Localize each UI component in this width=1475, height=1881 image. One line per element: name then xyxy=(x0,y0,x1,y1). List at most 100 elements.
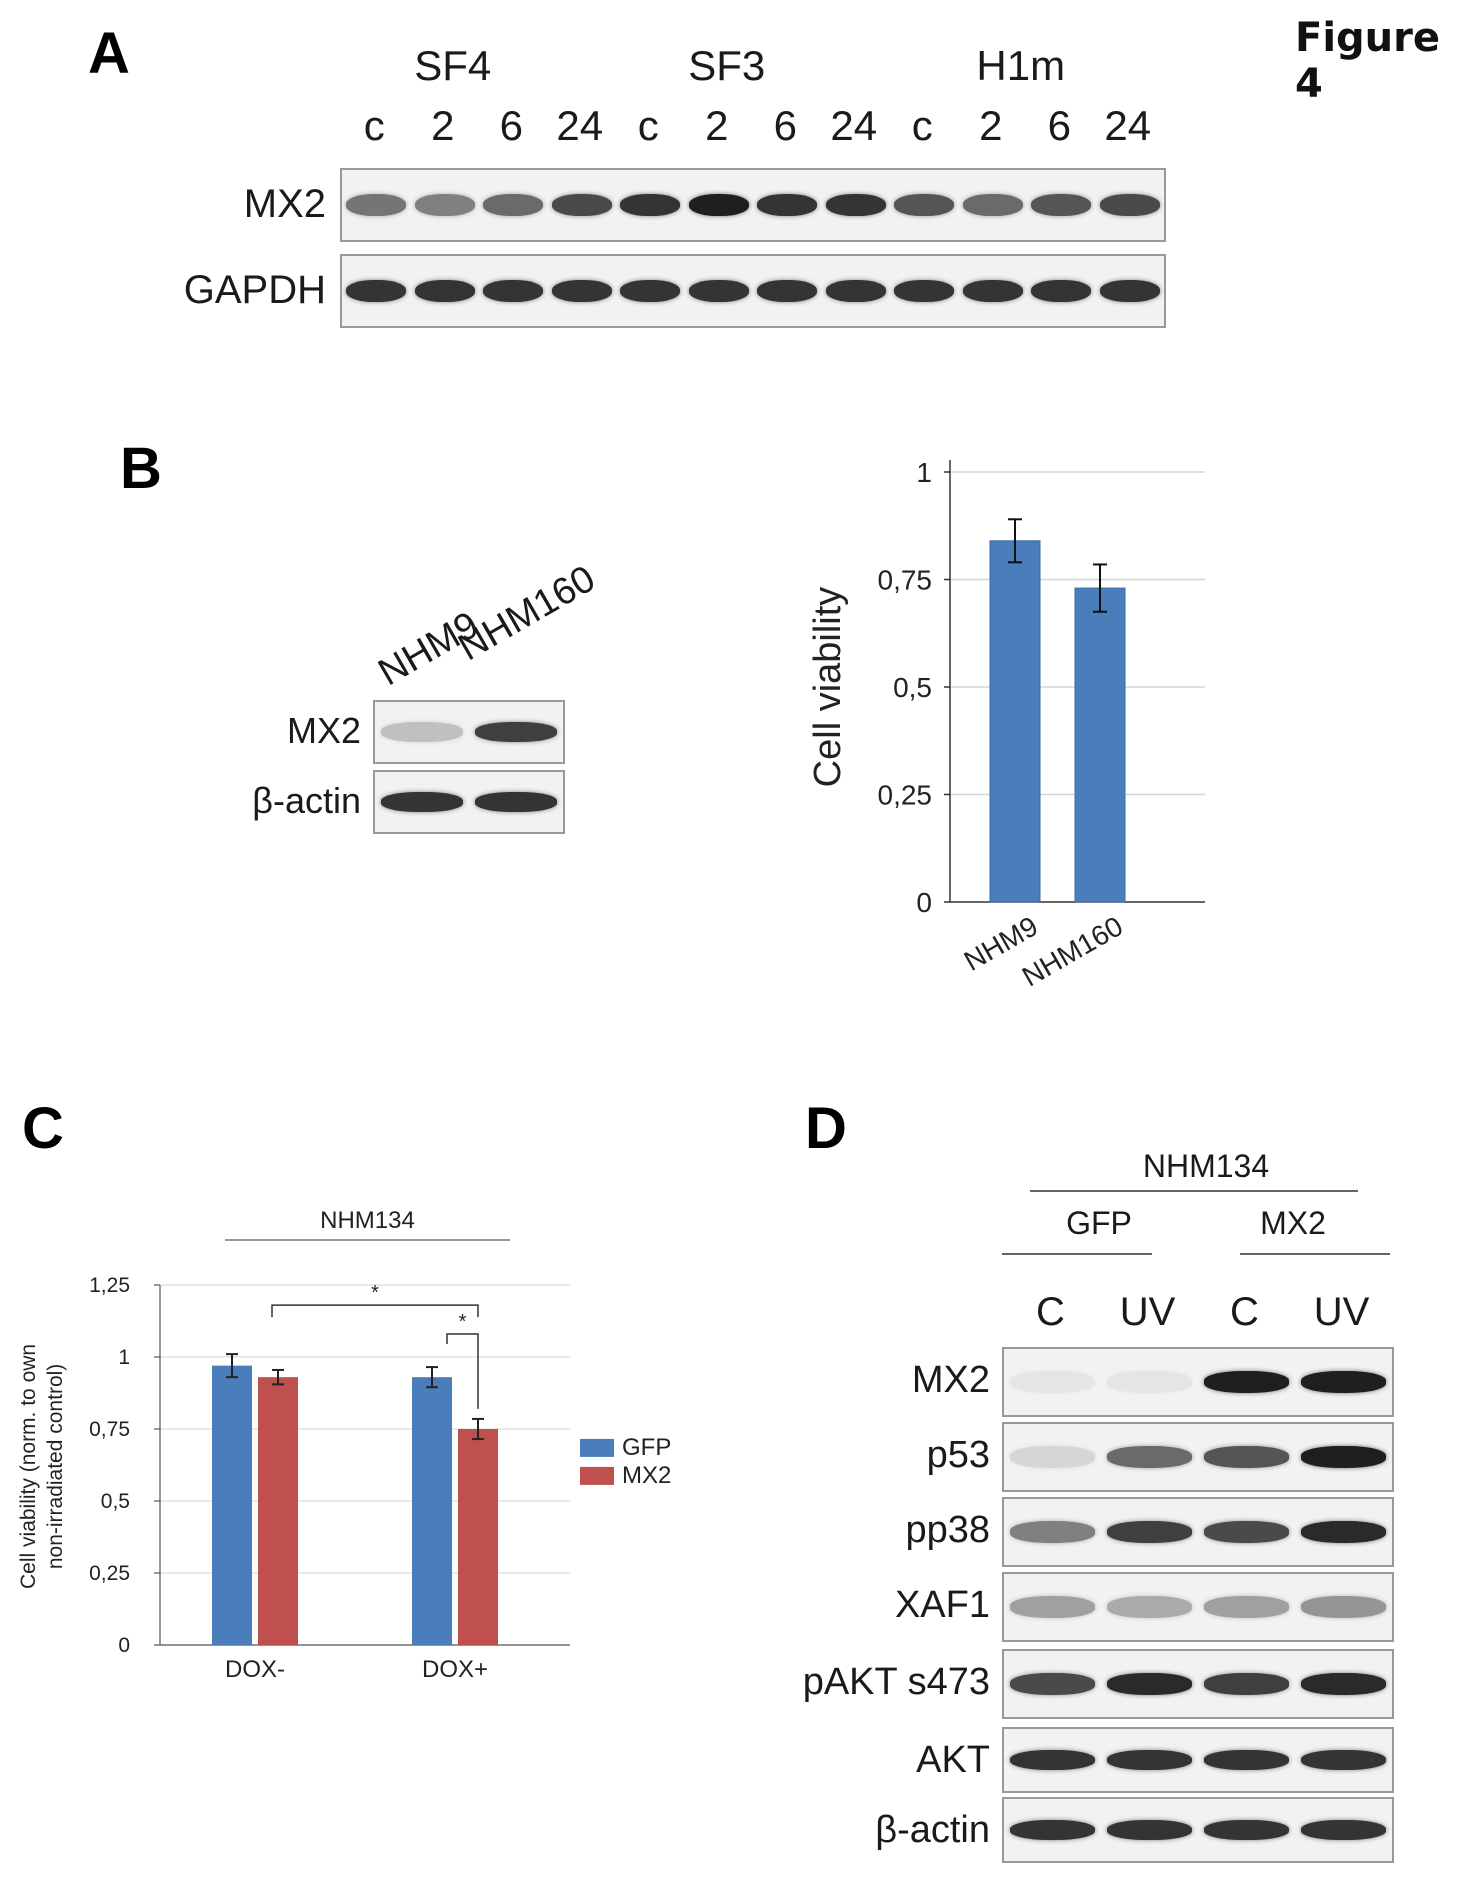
panel-d-blot-band xyxy=(1300,1371,1387,1393)
panel-d-blot xyxy=(1002,1797,1394,1863)
panel-d-blot-label: pp38 xyxy=(905,1509,990,1551)
panel-d-blot-band xyxy=(1300,1446,1387,1468)
panel-b-letter: B xyxy=(120,436,162,501)
panel-a-blot-mx2-band xyxy=(825,193,886,217)
significance-star: * xyxy=(371,1282,379,1304)
panel-d-blot-band xyxy=(1009,1673,1096,1695)
panel-b-blot xyxy=(373,700,565,764)
bar-mx2 xyxy=(458,1429,498,1645)
panel-d-blot-band xyxy=(1009,1371,1096,1393)
panel-a-blot-gapdh-band xyxy=(483,279,544,303)
panel-a-blot-gapdh-band xyxy=(688,279,749,303)
panel-c-letter: C xyxy=(22,1096,64,1161)
panel-d-blot-band xyxy=(1009,1446,1096,1468)
panel-b-blot-band xyxy=(474,722,558,742)
y-tick-label: 1 xyxy=(916,457,932,488)
y-tick-label: 0,5 xyxy=(893,672,932,703)
panel-d-blot-label: pAKT s473 xyxy=(802,1661,990,1703)
bar xyxy=(989,540,1041,903)
panel-d-blot-band xyxy=(1203,1446,1290,1468)
panel-b-blot-label: MX2 xyxy=(286,710,361,751)
y-tick-label: 0,75 xyxy=(89,1418,130,1441)
panel-d-blot-band xyxy=(1300,1750,1387,1770)
panel-d-blot-band xyxy=(1300,1596,1387,1618)
panel-a-blot-mx2 xyxy=(340,168,1166,242)
panel-a-timepoint-label: c xyxy=(637,102,659,149)
y-tick-label: 1,25 xyxy=(89,1274,130,1297)
legend-label: GFP xyxy=(622,1434,671,1461)
panel-d-blot-band xyxy=(1009,1750,1096,1770)
panel-d-blot-label: AKT xyxy=(916,1739,990,1781)
x-tick-label: DOX+ xyxy=(422,1656,488,1680)
y-axis-label: non-irradiated control) xyxy=(44,1364,67,1569)
panel-a-blot-mx2-band xyxy=(1031,193,1092,217)
panel-d-lane-label: UV xyxy=(1313,1290,1370,1334)
panel-d-blot-band xyxy=(1106,1673,1193,1695)
panel-d-blot-band xyxy=(1106,1820,1193,1840)
panel-b-blot-band xyxy=(474,792,558,812)
panel-a-blot-label: MX2 xyxy=(243,182,326,226)
panel-a-timepoint-label: 2 xyxy=(979,102,1003,149)
panel-b-blot-band xyxy=(380,792,464,812)
panel-a-blot-gapdh-band xyxy=(414,279,475,303)
bar-mx2 xyxy=(258,1377,298,1645)
panel-d-sub-line xyxy=(1240,1253,1390,1255)
panel-d-blot-band xyxy=(1203,1371,1290,1393)
panel-a-timepoint-label: 6 xyxy=(499,102,523,149)
panel-a-blot-gapdh-band xyxy=(894,279,955,303)
legend-label: MX2 xyxy=(622,1462,671,1489)
panel-b-blot-label: β-actin xyxy=(252,780,361,821)
panel-d-blot-band xyxy=(1203,1750,1290,1770)
panel-d-blot-label: XAF1 xyxy=(894,1584,990,1626)
panel-b-lane-label: NHM160 xyxy=(451,557,603,670)
panel-a-letter: A xyxy=(88,21,130,86)
legend-swatch-gfp xyxy=(580,1438,614,1457)
panel-d-blot-band xyxy=(1106,1371,1193,1393)
panel-a-blot-mx2-band xyxy=(483,193,544,217)
panel-d-sub-line xyxy=(1002,1253,1152,1255)
panel-d-lane-label: UV xyxy=(1119,1290,1176,1334)
panel-d-blot xyxy=(1002,1347,1394,1417)
panel-d-blot-band xyxy=(1203,1820,1290,1840)
panel-a-timepoint-label: 24 xyxy=(830,102,878,149)
panel-d-blot-band xyxy=(1009,1596,1096,1618)
panel-a-timepoint-label: 2 xyxy=(705,102,729,149)
panel-a-timepoint-label: 2 xyxy=(431,102,455,149)
panel-a-blot-gapdh-band xyxy=(551,279,612,303)
panel-a-blot-label: GAPDH xyxy=(183,268,326,312)
panel-a-blot-mx2-band xyxy=(620,193,681,217)
group-label: NHM134 xyxy=(320,1207,415,1234)
panel-b-blot xyxy=(373,770,565,834)
panel-d-blot xyxy=(1002,1727,1394,1793)
significance-bracket xyxy=(271,1304,479,1318)
panel-d-blot xyxy=(1002,1422,1394,1492)
panel-d-blot-band xyxy=(1009,1820,1096,1840)
panel-a-blot-mx2-band xyxy=(551,193,612,217)
significance-star: * xyxy=(459,1311,467,1333)
panel-d-blot-band xyxy=(1203,1596,1290,1618)
panel-a-group-label: SF3 xyxy=(688,42,766,89)
panel-d-blot-label: p53 xyxy=(926,1434,990,1476)
panel-a-blot-mx2-band xyxy=(346,193,407,217)
panel-a-blot-mx2-band xyxy=(414,193,475,217)
panel-a-blot-gapdh-band xyxy=(346,279,407,303)
panel-d-blot-band xyxy=(1106,1446,1193,1468)
panel-a-blot-mx2-band xyxy=(688,193,749,217)
panel-d-blot-band xyxy=(1300,1820,1387,1840)
y-tick-label: 0,5 xyxy=(101,1490,130,1513)
bar xyxy=(1074,587,1126,903)
panel-a-blot-gapdh-band xyxy=(825,279,886,303)
figure-title: Figure 4 xyxy=(1295,15,1440,107)
bar-gfp xyxy=(212,1365,252,1645)
panel-a-timepoint-label: c xyxy=(363,102,385,149)
panel-a-timepoint-label: 24 xyxy=(1104,102,1152,149)
panel-d-lane-label: C xyxy=(1230,1290,1259,1334)
y-tick-label: 0,25 xyxy=(89,1562,130,1585)
x-tick-label: DOX- xyxy=(225,1656,285,1680)
panel-d-blot-band xyxy=(1106,1596,1193,1618)
panel-a-timepoint-label: 6 xyxy=(773,102,797,149)
panel-d-lane-label: C xyxy=(1036,1290,1065,1334)
panel-d-blot-band xyxy=(1203,1673,1290,1695)
